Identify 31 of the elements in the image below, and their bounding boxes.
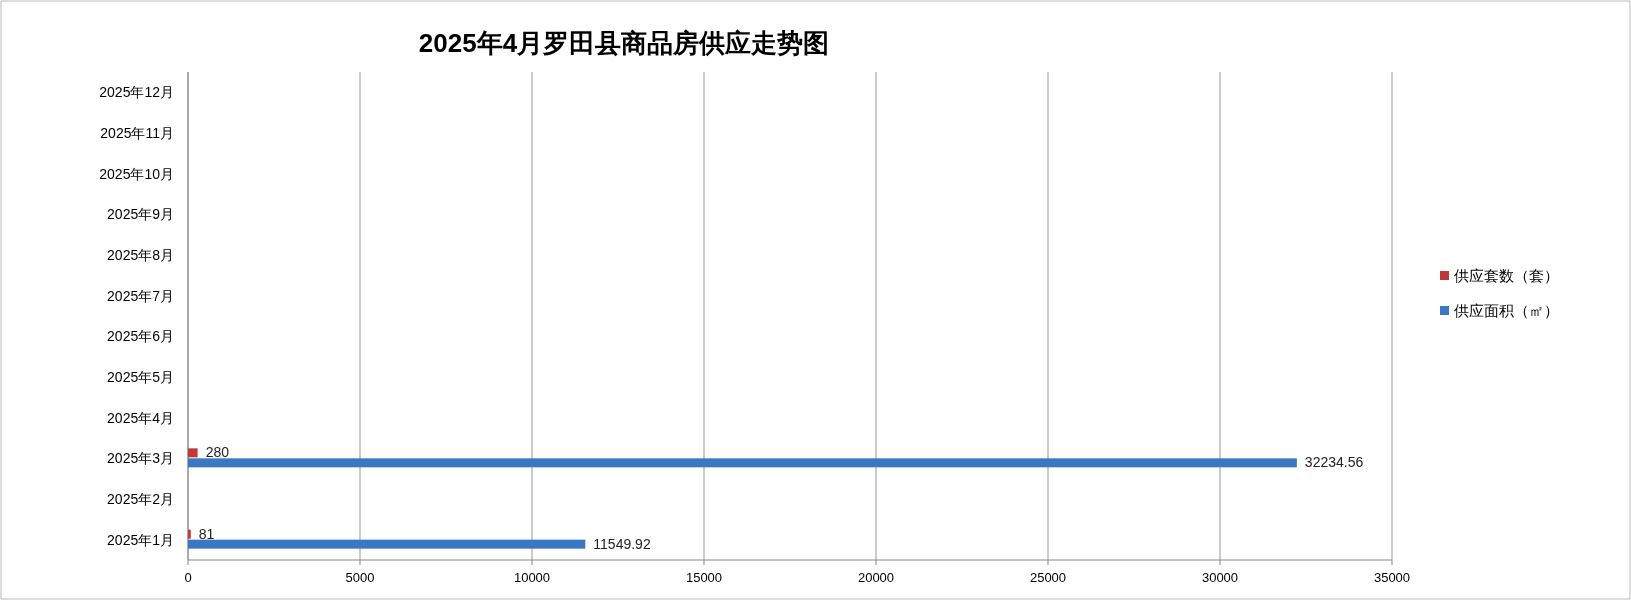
y-tick-label: 2025年11月 <box>100 125 174 141</box>
x-tick-label: 0 <box>184 570 192 585</box>
bar <box>188 539 586 549</box>
y-tick-label: 2025年12月 <box>99 84 174 101</box>
x-tick-label: 30000 <box>1201 570 1239 585</box>
y-tick-label: 2025年5月 <box>107 369 174 385</box>
y-tick-label: 2025年10月 <box>99 165 174 182</box>
x-tick-label: 20000 <box>857 570 895 585</box>
bar <box>188 448 198 458</box>
x-tick-label: 25000 <box>1029 570 1067 585</box>
y-tick-label: 2025年8月 <box>107 247 174 263</box>
x-tick-label: 35000 <box>1373 570 1411 585</box>
y-tick-label: 2025年9月 <box>107 206 174 223</box>
data-label: 32234.56 <box>1304 454 1364 471</box>
bar <box>188 458 1297 468</box>
x-tick-label: 10000 <box>513 570 551 585</box>
y-tick-label: 2025年4月 <box>107 409 174 426</box>
y-tick-label: 2025年2月 <box>107 491 174 507</box>
x-tick-label: 15000 <box>685 570 723 585</box>
y-tick-label: 2025年6月 <box>107 328 174 345</box>
data-label: 81 <box>198 525 215 542</box>
x-tick-label: 5000 <box>345 570 375 585</box>
data-label: 11549.92 <box>593 535 651 552</box>
y-tick-label: 2025年7月 <box>107 287 174 304</box>
bar <box>188 529 191 539</box>
legend-label: 供应套数（套） <box>1454 267 1559 284</box>
legend-label: 供应面积（㎡） <box>1454 302 1559 319</box>
chart-title: 2025年4月罗田县商品房供应走势图 <box>418 28 830 58</box>
y-tick-label: 2025年1月 <box>107 531 174 548</box>
y-tick-label: 2025年3月 <box>107 450 174 467</box>
data-label: 280 <box>205 444 230 461</box>
